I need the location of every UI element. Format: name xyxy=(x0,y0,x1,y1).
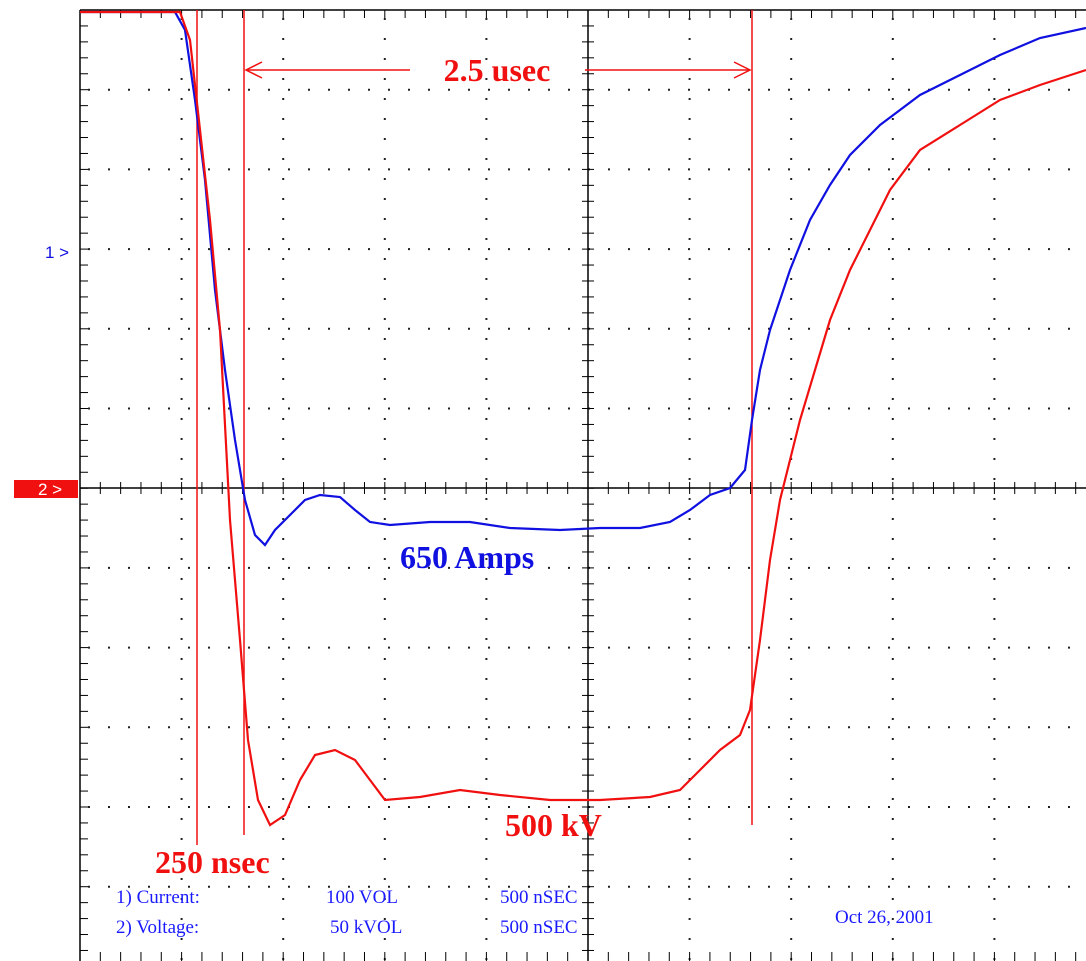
current-label: 650 Amps xyxy=(400,539,534,575)
channel-marker: 1 > xyxy=(45,243,69,262)
arrow-head xyxy=(244,61,263,79)
channel-marker-box xyxy=(14,480,78,498)
period-label: 2.5 usec xyxy=(444,52,551,88)
channel-marker: 2 > xyxy=(38,480,62,499)
rise-label: 250 nsec xyxy=(155,844,270,880)
current-trace xyxy=(80,10,1086,547)
setting-label: 2) Voltage: xyxy=(116,917,199,938)
voltage-trace xyxy=(80,10,1086,827)
graticule xyxy=(79,9,1086,961)
setting-label: 1) Current: xyxy=(116,887,200,908)
date: Oct 26, 2001 xyxy=(835,907,934,928)
arrow-head xyxy=(733,61,752,79)
voltage-label: 500 kV xyxy=(505,807,602,843)
setting-time: 500 nSEC xyxy=(500,887,578,908)
setting-scale: 50 kVOL xyxy=(330,917,402,938)
setting-scale: 100 VOL xyxy=(326,887,398,908)
setting-time: 500 nSEC xyxy=(500,917,578,938)
